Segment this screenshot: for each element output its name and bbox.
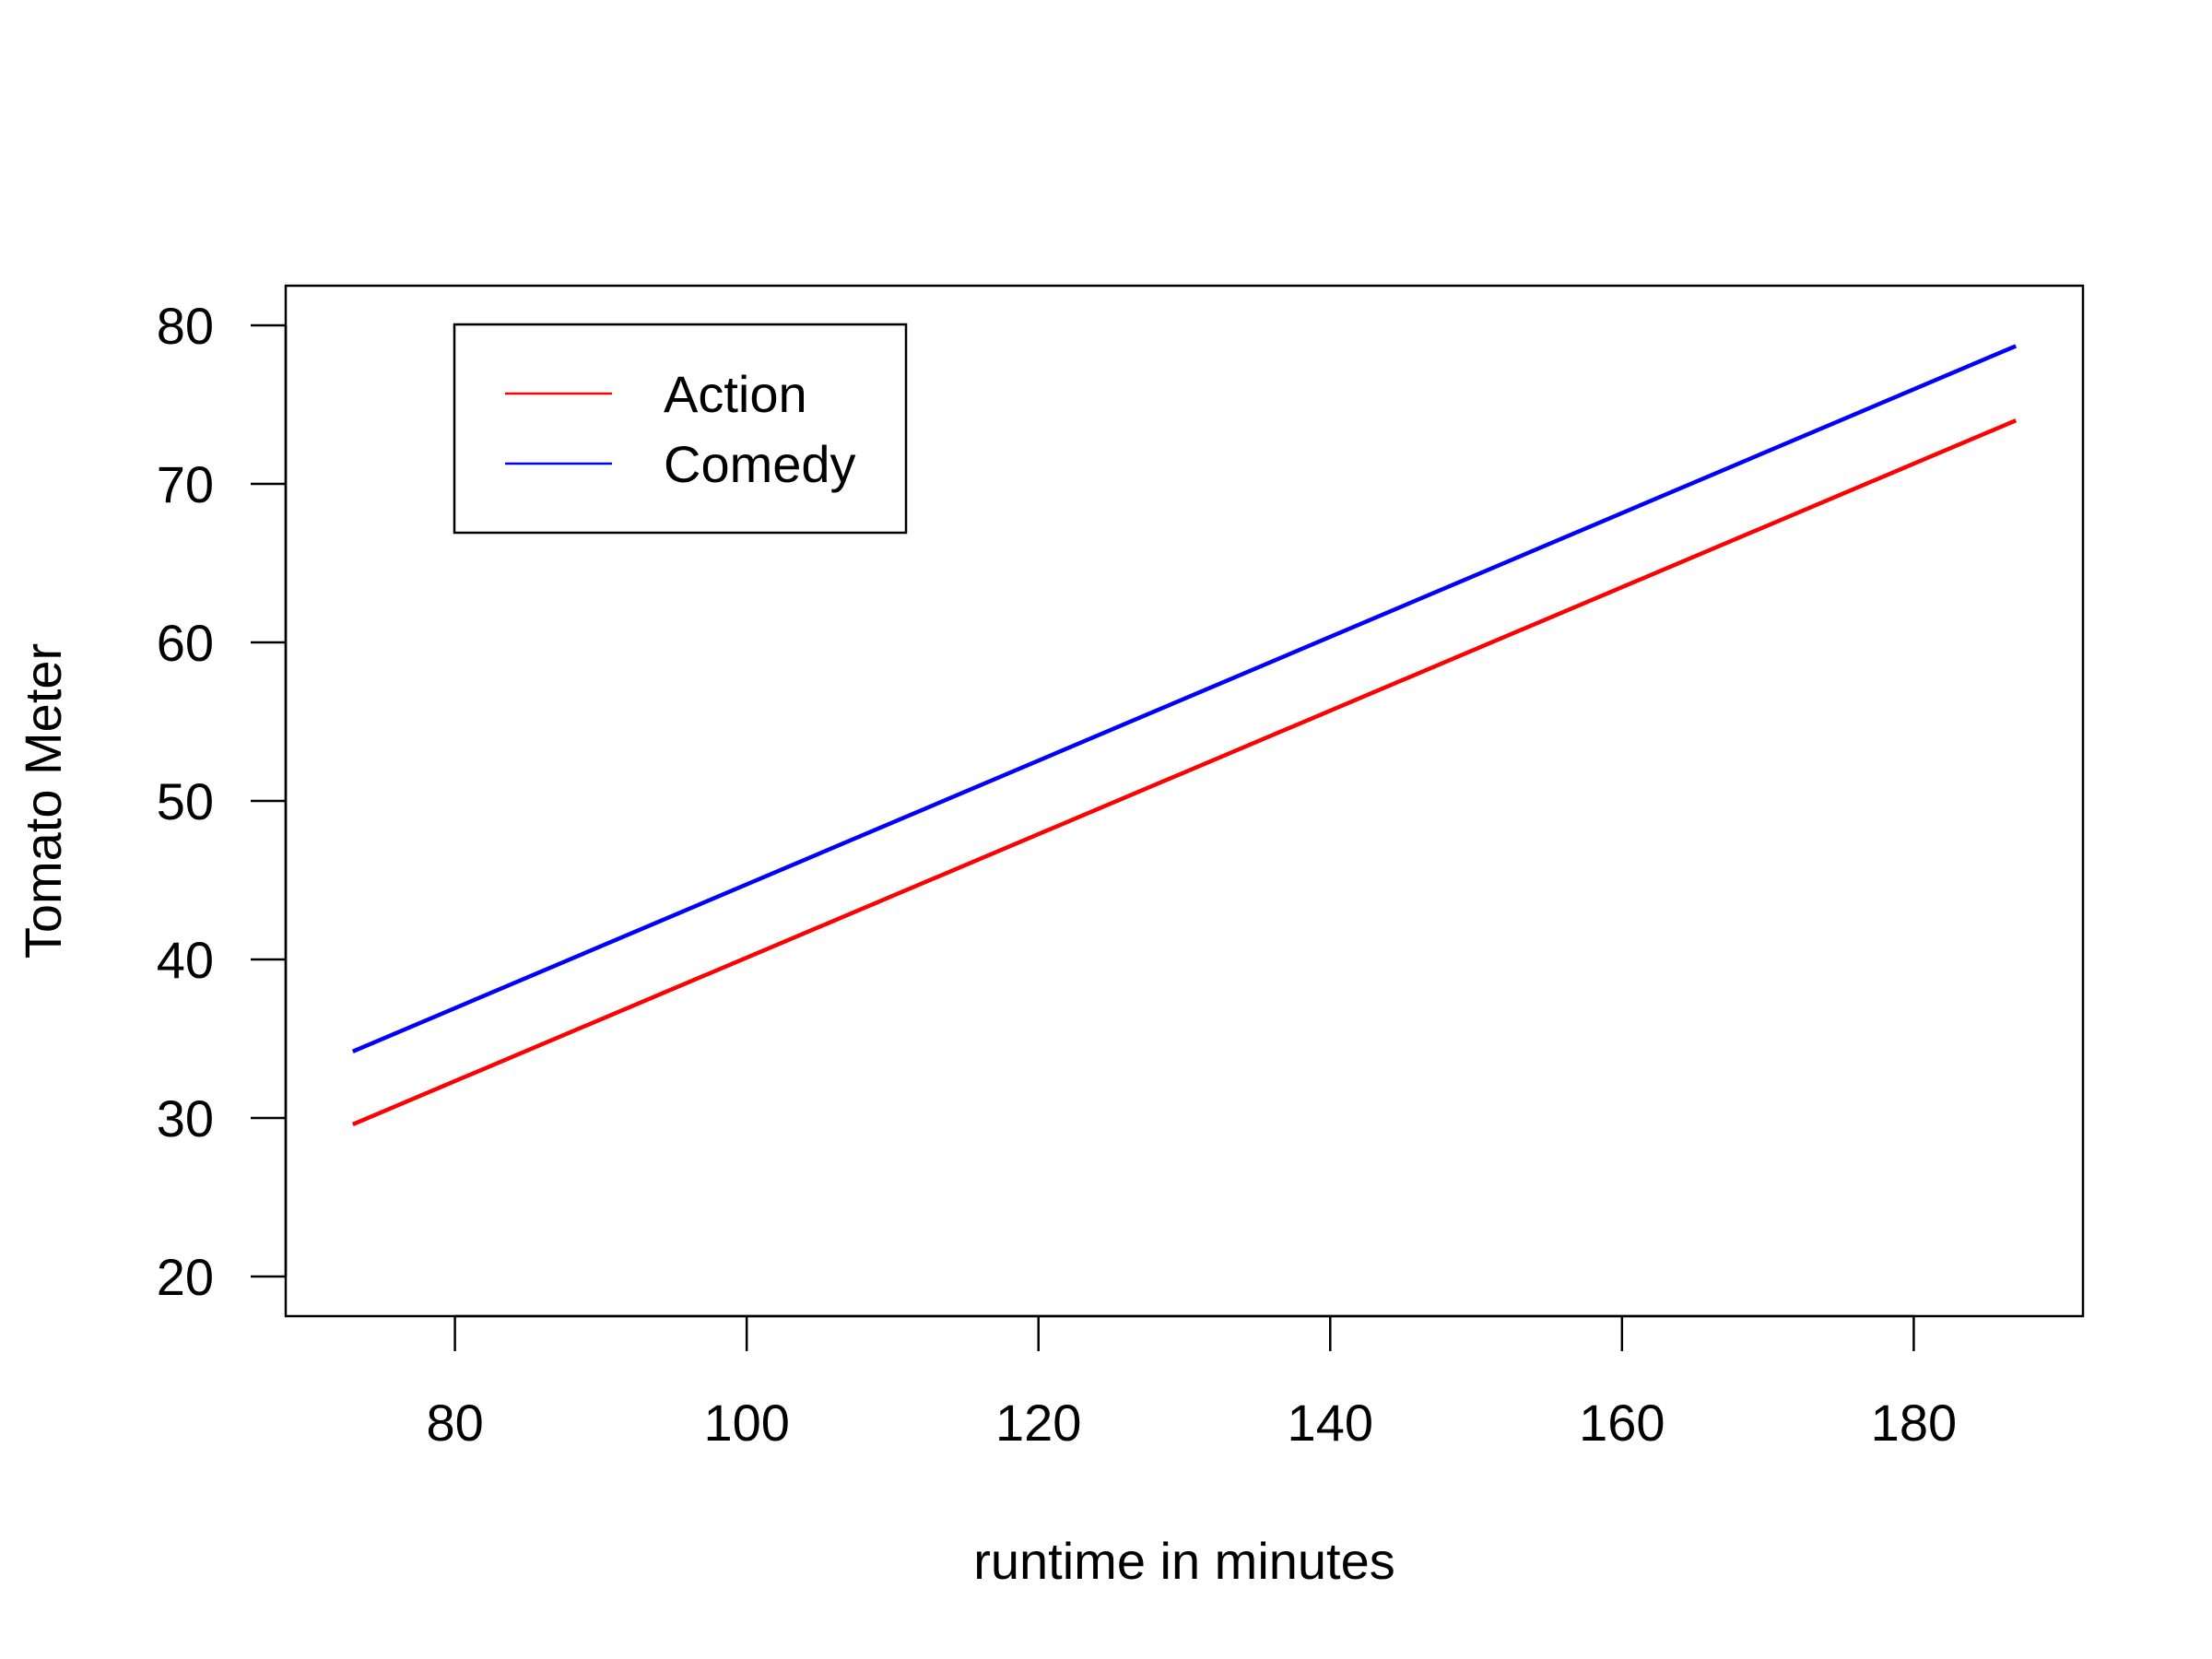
y-axis-label: Tomato Meter: [14, 643, 72, 959]
x-tick-label: 180: [1871, 1394, 1957, 1452]
x-axis-label: runtime in minutes: [973, 1532, 1395, 1590]
y-tick-label: 80: [157, 297, 214, 355]
x-tick-label: 100: [703, 1394, 789, 1452]
x-tick-label: 80: [426, 1394, 483, 1452]
series-line-comedy: [351, 344, 2018, 1053]
y-tick-label: 40: [157, 931, 214, 989]
legend-label-action: Action: [664, 365, 807, 423]
x-tick-label: 160: [1579, 1394, 1665, 1452]
x-tick-label: 120: [995, 1394, 1081, 1452]
y-tick-label: 60: [157, 614, 214, 672]
y-tick-label: 20: [157, 1248, 214, 1306]
x-axis: 80 100 120 140 160 180: [426, 1314, 1957, 1452]
legend-box: [453, 323, 908, 535]
legend-label-comedy: Comedy: [664, 435, 856, 493]
y-tick-label: 30: [157, 1089, 214, 1147]
y-axis: 20 30 40 50 60 70 80: [157, 297, 288, 1306]
y-tick-label: 50: [157, 772, 214, 830]
y-tick-label: 70: [157, 455, 214, 513]
series-line-action: [351, 418, 2018, 1126]
legend: Action Comedy: [453, 323, 908, 535]
x-tick-label: 140: [1288, 1394, 1373, 1452]
series-lines: [351, 344, 2018, 1126]
